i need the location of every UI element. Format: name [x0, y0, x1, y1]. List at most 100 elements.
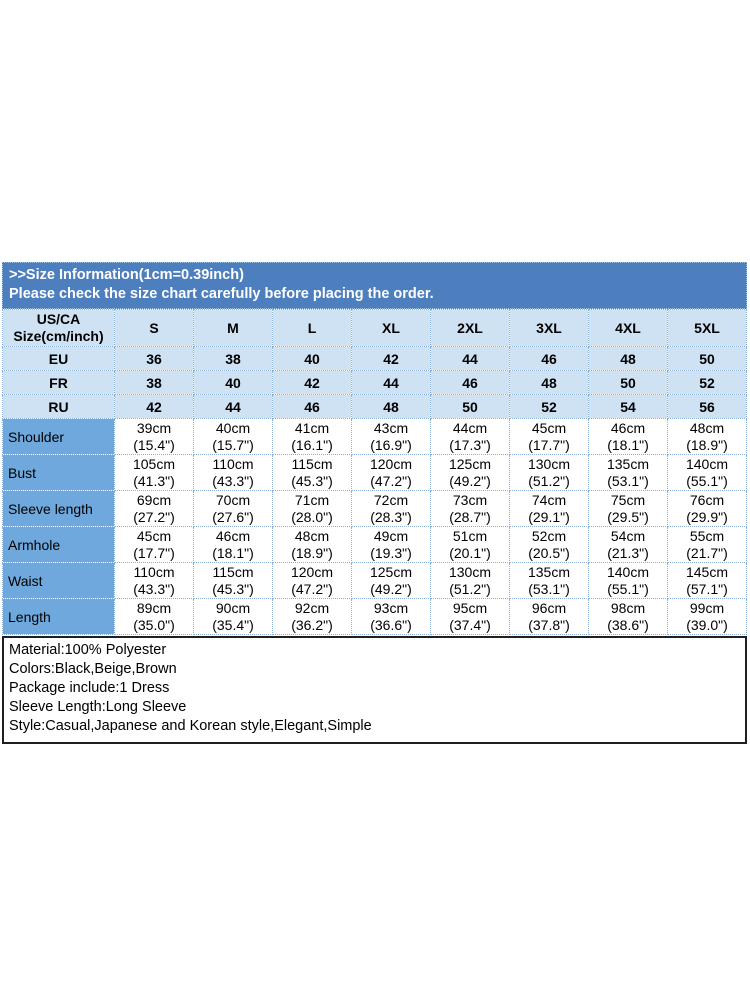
measurement-row: Sleeve length 69cm (27.2") 70cm (27.6") 71c…: [2, 490, 747, 527]
region-value-cell: 56: [667, 394, 747, 419]
measurement-value-cell: 120cm (47.2"): [351, 454, 431, 491]
region-label-cell: RU: [2, 394, 115, 419]
size-header-cell: 3XL: [509, 309, 589, 347]
header-title: >>Size Information(1cm=0.39inch): [9, 267, 244, 283]
measurement-value-cell: 135cm (53.1"): [509, 562, 589, 599]
region-value-cell: 50: [667, 346, 747, 371]
size-header-cell: 2XL: [430, 309, 510, 347]
measurement-value-cell: 45cm (17.7"): [114, 526, 194, 563]
region-value-cell: 46: [509, 346, 589, 371]
measurement-value-cell: 105cm (41.3"): [114, 454, 194, 491]
header-row: US/CA Size(cm/inch) S M L XL 2XL 3XL 4XL 5XL: [2, 309, 747, 347]
measurement-value-cell: 96cm (37.8"): [509, 598, 589, 635]
size-header-cell: S: [114, 309, 194, 347]
measurement-value-cell: 140cm (55.1"): [667, 454, 747, 491]
region-value-cell: 40: [272, 346, 352, 371]
product-info-line: Style:Casual,Japanese and Korean style,E…: [9, 718, 372, 734]
measurement-value-cell: 73cm (28.7"): [430, 490, 510, 527]
region-value-cell: 48: [588, 346, 668, 371]
region-row: EU 36 38 40 42 44 46 48 50: [2, 346, 747, 371]
region-value-cell: 44: [351, 370, 431, 395]
region-value-cell: 38: [114, 370, 194, 395]
measurement-value-cell: 71cm (28.0"): [272, 490, 352, 527]
region-value-cell: 54: [588, 394, 668, 419]
measurement-value-cell: 130cm (51.2"): [430, 562, 510, 599]
measurement-value-cell: 98cm (38.6"): [588, 598, 668, 635]
measurement-row: Length 89cm (35.0") 90cm (35.4") 92cm (36.2…: [2, 598, 747, 635]
region-value-cell: 46: [430, 370, 510, 395]
measurement-value-cell: 70cm (27.6"): [193, 490, 273, 527]
measurement-value-cell: 51cm (20.1"): [430, 526, 510, 563]
region-value-cell: 36: [114, 346, 194, 371]
region-row: RU 42 44 46 48 50 52 54 56: [2, 394, 747, 419]
measurement-label-cell: Shoulder: [2, 418, 115, 455]
size-header-cell: 5XL: [667, 309, 747, 347]
size-table: US/CA Size(cm/inch) S M L XL 2XL 3XL 4XL 5XL EU 3…: [2, 309, 747, 635]
corner-header-cell: US/CA Size(cm/inch): [2, 309, 115, 347]
region-value-cell: 46: [272, 394, 352, 419]
measurement-value-cell: 39cm (15.4"): [114, 418, 194, 455]
region-value-cell: 44: [193, 394, 273, 419]
measurement-row: Waist 110cm (43.3") 115cm (45.3") 120cm (47…: [2, 562, 747, 599]
measurement-value-cell: 46cm (18.1"): [588, 418, 668, 455]
measurement-row: Shoulder 39cm (15.4") 40cm (15.7") 41cm (16…: [2, 418, 747, 455]
region-row: FR 38 40 42 44 46 48 50 52: [2, 370, 747, 395]
measurement-value-cell: 55cm (21.7"): [667, 526, 747, 563]
size-header-cell: 4XL: [588, 309, 668, 347]
region-label-cell: FR: [2, 370, 115, 395]
size-info-sheet: >>Size Information(1cm=0.39inch) Please …: [2, 262, 747, 744]
measurement-value-cell: 93cm (36.6"): [351, 598, 431, 635]
measurement-label-cell: Sleeve length: [2, 490, 115, 527]
product-info-line: Colors:Black,Beige,Brown: [9, 661, 177, 677]
measurement-value-cell: 120cm (47.2"): [272, 562, 352, 599]
region-value-cell: 42: [114, 394, 194, 419]
region-value-cell: 50: [430, 394, 510, 419]
measurement-label-cell: Length: [2, 598, 115, 635]
header-subtitle: Please check the size chart carefully be…: [9, 286, 434, 302]
measurement-row: Bust 105cm (41.3") 110cm (43.3") 115cm (45.…: [2, 454, 747, 491]
measurement-value-cell: 130cm (51.2"): [509, 454, 589, 491]
measurement-label-cell: Waist: [2, 562, 115, 599]
region-value-cell: 52: [509, 394, 589, 419]
measurement-value-cell: 54cm (21.3"): [588, 526, 668, 563]
region-value-cell: 42: [351, 346, 431, 371]
measurement-label-cell: Armhole: [2, 526, 115, 563]
region-value-cell: 38: [193, 346, 273, 371]
size-table-body: EU 36 38 40 42 44 46 48 50 FR 38 40 42 44 46 48 50 52 RU 42…: [2, 346, 747, 635]
region-value-cell: 52: [667, 370, 747, 395]
measurement-value-cell: 95cm (37.4"): [430, 598, 510, 635]
measurement-value-cell: 145cm (57.1"): [667, 562, 747, 599]
product-info-line: Material:100% Polyester: [9, 642, 167, 658]
measurement-value-cell: 45cm (17.7"): [509, 418, 589, 455]
size-table-head: US/CA Size(cm/inch) S M L XL 2XL 3XL 4XL 5XL: [2, 309, 747, 347]
measurement-value-cell: 115cm (45.3"): [193, 562, 273, 599]
measurement-value-cell: 44cm (17.3"): [430, 418, 510, 455]
product-info-line: Package include:1 Dress: [9, 680, 170, 696]
size-header-cell: L: [272, 309, 352, 347]
product-info-line: Sleeve Length:Long Sleeve: [9, 699, 187, 715]
measurement-label-cell: Bust: [2, 454, 115, 491]
measurement-value-cell: 125cm (49.2"): [430, 454, 510, 491]
region-value-cell: 40: [193, 370, 273, 395]
measurement-value-cell: 43cm (16.9"): [351, 418, 431, 455]
measurement-value-cell: 41cm (16.1"): [272, 418, 352, 455]
measurement-value-cell: 46cm (18.1"): [193, 526, 273, 563]
region-value-cell: 50: [588, 370, 668, 395]
measurement-value-cell: 140cm (55.1"): [588, 562, 668, 599]
measurement-value-cell: 49cm (19.3"): [351, 526, 431, 563]
measurement-value-cell: 110cm (43.3"): [193, 454, 273, 491]
measurement-value-cell: 115cm (45.3"): [272, 454, 352, 491]
measurement-row: Armhole 45cm (17.7") 46cm (18.1") 48cm (18.…: [2, 526, 747, 563]
region-value-cell: 44: [430, 346, 510, 371]
measurement-value-cell: 89cm (35.0"): [114, 598, 194, 635]
measurement-value-cell: 69cm (27.2"): [114, 490, 194, 527]
region-value-cell: 48: [509, 370, 589, 395]
measurement-value-cell: 72cm (28.3"): [351, 490, 431, 527]
measurement-value-cell: 92cm (36.2"): [272, 598, 352, 635]
region-label-cell: EU: [2, 346, 115, 371]
measurement-value-cell: 75cm (29.5"): [588, 490, 668, 527]
size-info-header: >>Size Information(1cm=0.39inch) Please …: [2, 262, 747, 309]
measurement-value-cell: 99cm (39.0"): [667, 598, 747, 635]
measurement-value-cell: 48cm (18.9"): [272, 526, 352, 563]
region-value-cell: 42: [272, 370, 352, 395]
